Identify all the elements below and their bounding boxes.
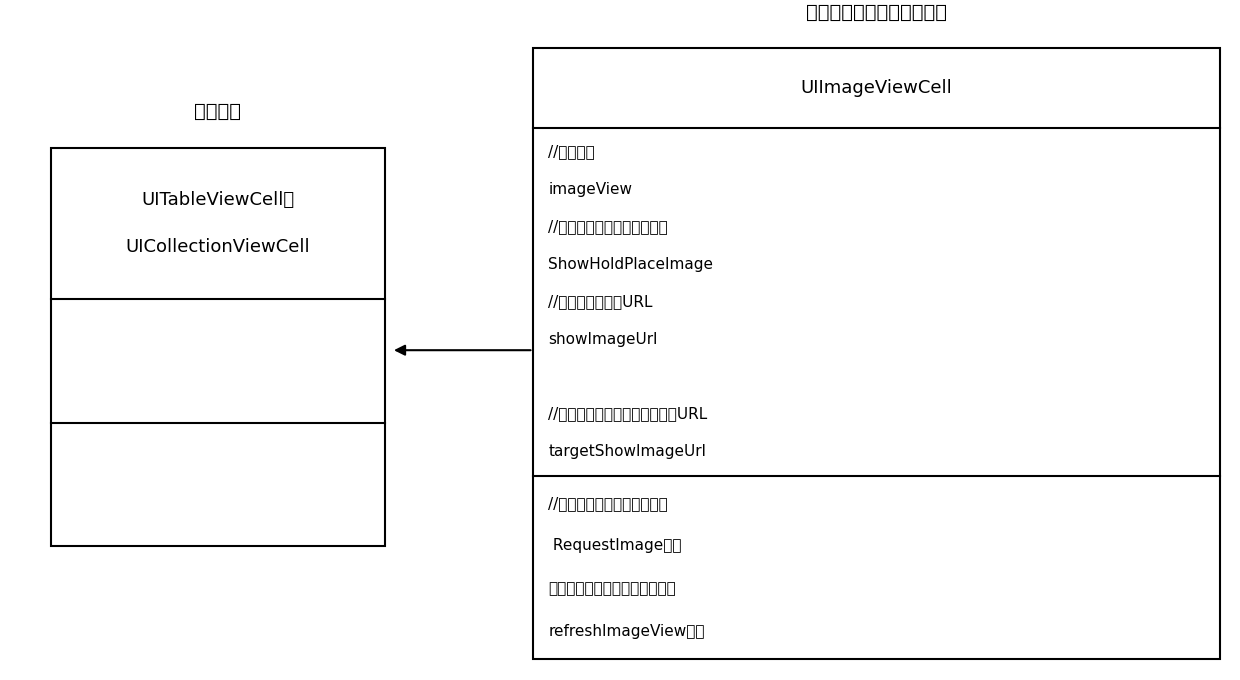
- Text: ShowHoldPlaceImage: ShowHoldPlaceImage: [548, 257, 713, 272]
- Text: showImageUrl: showImageUrl: [548, 332, 657, 347]
- Text: RequestImage（）: RequestImage（）: [548, 539, 682, 554]
- Text: //请求图片（调用请求模块）: //请求图片（调用请求模块）: [548, 496, 668, 511]
- Text: UITableViewCell或: UITableViewCell或: [141, 191, 294, 209]
- Bar: [51, 148, 384, 546]
- Text: //当前需要加载显示的目标图片URL: //当前需要加载显示的目标图片URL: [548, 407, 708, 422]
- Text: //当前显示图片的URL: //当前显示图片的URL: [548, 294, 652, 309]
- Text: UICollectionViewCell: UICollectionViewCell: [125, 238, 310, 256]
- Text: //图片对象是否显示为占位图: //图片对象是否显示为占位图: [548, 220, 668, 235]
- Text: 图片元素：继承自列表元素: 图片元素：继承自列表元素: [806, 3, 947, 22]
- Text: UIImageViewCell: UIImageViewCell: [801, 79, 952, 97]
- Text: refreshImageView（）: refreshImageView（）: [548, 624, 704, 639]
- Text: imageView: imageView: [548, 182, 632, 197]
- Bar: [533, 48, 1220, 659]
- Text: targetShowImageUrl: targetShowImageUrl: [548, 444, 706, 459]
- Text: 列表元素: 列表元素: [195, 102, 242, 121]
- Text: //图片对象: //图片对象: [548, 144, 595, 160]
- Text: 更新图片显示（调用显示模块）: 更新图片显示（调用显示模块）: [548, 581, 676, 596]
